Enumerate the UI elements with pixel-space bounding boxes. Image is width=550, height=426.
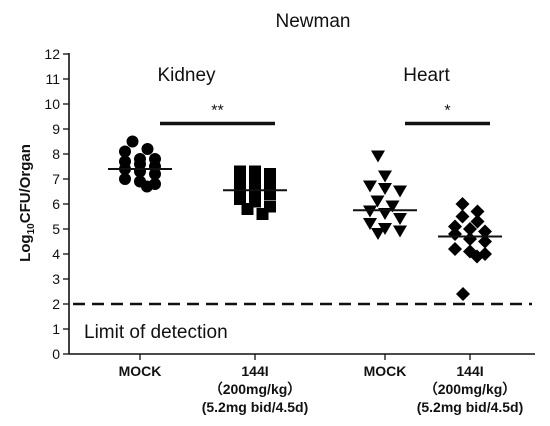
data-point-diamond	[478, 224, 492, 239]
y-axis-label: Log10CFU/Organ	[17, 144, 37, 262]
data-point-triangle	[378, 183, 392, 195]
chart-title: Newman	[276, 11, 351, 32]
data-point-diamond	[448, 242, 462, 256]
data-point-diamond	[470, 249, 484, 264]
data-point-diamond	[478, 234, 492, 249]
data-point-circle	[119, 145, 131, 158]
data-point-square	[234, 173, 246, 185]
y-tick-label: 12	[44, 46, 60, 62]
data-point-triangle	[371, 150, 385, 163]
x-tick-label: 144I	[456, 363, 483, 379]
data-point-triangle	[363, 180, 377, 193]
y-axis-label-rest: CFU/Organ	[17, 144, 34, 223]
x-tick-label: (5.2mg bid/4.5d)	[417, 399, 524, 415]
data-point-diamond	[470, 214, 485, 229]
data-point-triangle	[393, 225, 407, 238]
x-tick-label: （200mg/kg）	[209, 381, 302, 397]
data-point-square	[264, 178, 276, 190]
x-tick-label: (5.2mg bid/4.5d)	[202, 399, 309, 415]
data-point-triangle	[370, 195, 385, 208]
data-point-square	[249, 185, 261, 198]
data-point-square	[234, 193, 246, 205]
data-point-square	[249, 175, 261, 188]
data-point-square	[249, 165, 261, 178]
data-point-triangle	[363, 205, 377, 218]
data-point-diamond	[463, 232, 477, 246]
data-point-diamond	[463, 222, 477, 236]
data-point-triangle	[363, 218, 377, 230]
significance-label: **	[211, 103, 223, 120]
y-tick-label: 0	[52, 346, 60, 362]
data-point-circle	[141, 143, 154, 155]
x-tick-label: 144I	[241, 363, 268, 379]
y-tick-label: 2	[52, 296, 60, 312]
x-tick-label: MOCK	[119, 363, 162, 379]
data-point-triangle	[393, 185, 407, 198]
y-tick-label: 7	[52, 171, 60, 187]
y-tick-label: 10	[44, 96, 60, 112]
data-point-triangle	[371, 228, 385, 240]
group-label: Heart	[403, 65, 450, 86]
limit-of-detection: Limit of detection	[73, 302, 532, 343]
data-point-diamond	[455, 209, 470, 224]
mean-lines	[108, 168, 502, 238]
data-point-square	[241, 203, 254, 215]
limit-of-detection-label: Limit of detection	[84, 322, 228, 343]
y-tick-label: 6	[52, 196, 60, 212]
data-point-diamond	[470, 204, 485, 219]
data-point-triangle	[378, 223, 392, 235]
data-point-square	[264, 168, 276, 180]
x-tick-label: MOCK	[364, 363, 407, 379]
x-tick-labels: MOCK 144I （200mg/kg） (5.2mg bid/4.5d) MOCK 14…	[119, 363, 524, 415]
y-tick-label: 8	[52, 146, 60, 162]
data-point-circle	[119, 173, 131, 185]
data-points	[119, 135, 492, 301]
data-point-circle	[149, 168, 161, 180]
group-labels: Kidney Heart	[157, 65, 450, 86]
y-tick-label: 3	[52, 271, 60, 287]
data-point-diamond	[456, 287, 470, 301]
data-point-triangle	[385, 200, 400, 213]
data-point-diamond	[455, 197, 470, 211]
data-point-circle	[141, 180, 153, 193]
y-axis-label-subscript: 10	[26, 223, 37, 235]
significance-label: *	[444, 103, 450, 120]
group-label: Kidney	[157, 65, 216, 86]
data-point-square	[256, 208, 269, 220]
y-tick-label: 9	[52, 121, 60, 137]
x-tick-label: （200mg/kg）	[424, 381, 517, 397]
data-point-diamond	[448, 219, 462, 234]
significance-bars: ** *	[160, 103, 490, 126]
y-tick-label: 5	[52, 221, 60, 237]
y-tick-label: 4	[52, 246, 60, 262]
y-tick-label: 11	[45, 71, 60, 87]
data-point-diamond	[448, 227, 462, 241]
data-point-triangle	[393, 213, 407, 225]
y-tick-label: 1	[52, 321, 60, 337]
data-point-triangle	[378, 170, 392, 183]
y-axis-label-main: Log	[17, 234, 34, 262]
data-point-square	[234, 183, 246, 195]
data-point-circle	[126, 135, 139, 148]
